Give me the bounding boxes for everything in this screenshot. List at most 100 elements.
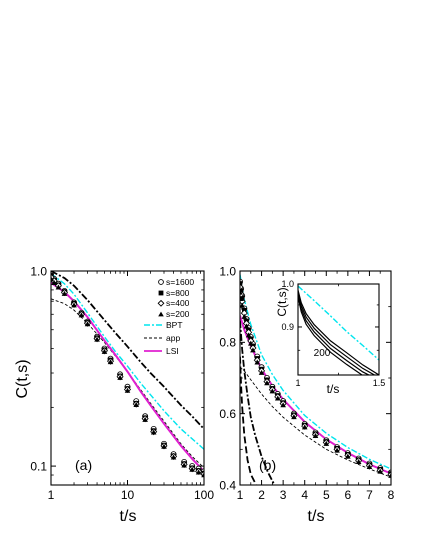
panel-b-y-tick-label: 0.8 xyxy=(219,336,236,350)
panel-b-point-s200 xyxy=(355,459,362,465)
legend-label-lsi: LSI xyxy=(166,346,179,356)
inset-background xyxy=(298,284,379,375)
panel-b-point-s400 xyxy=(240,283,244,291)
panel-b-series-app xyxy=(240,366,391,478)
panel-b-point-s200 xyxy=(334,447,340,453)
panel-b-point-s200 xyxy=(388,472,391,478)
panel-b-plot-area xyxy=(240,274,391,485)
inset-x-axis-label: t/s xyxy=(327,382,340,396)
panel-a-series-bpt xyxy=(51,273,204,450)
legend-label-s1600: s=1600 xyxy=(166,277,194,287)
inset-plot-area xyxy=(298,285,379,375)
panel-b-x-tick-label: 8 xyxy=(388,488,395,502)
legend-entry-lsi: LSI xyxy=(144,346,179,356)
panel-a-x-tick-label: 10 xyxy=(121,488,135,502)
panel-b-point-s200 xyxy=(312,432,319,438)
panel-b-point-s200 xyxy=(274,395,281,401)
panel-a-point-s200 xyxy=(101,348,108,354)
legend-entry-s1600: s=1600 xyxy=(158,277,194,287)
panel-a-point-s200 xyxy=(161,443,167,449)
legend-marker-triangle xyxy=(158,311,164,317)
panel-label-b: (b) xyxy=(259,457,276,473)
panel-b-x-tick-label: 5 xyxy=(323,488,330,502)
panel-b-series-s200 xyxy=(240,289,391,478)
panel-a-point-s200 xyxy=(117,374,123,380)
legend-label-s200: s=200 xyxy=(166,309,190,319)
inset-series-curve-4 xyxy=(298,296,364,375)
panel-b-y-tick-label: 0.4 xyxy=(219,478,236,492)
inset-series-curve-2 xyxy=(298,292,376,375)
panel-a-point-s200 xyxy=(84,321,91,327)
panel-b-x-tick-label: 3 xyxy=(280,488,287,502)
panel-b-point-s200 xyxy=(291,414,297,420)
panel-a-point-s200 xyxy=(150,429,157,435)
panel-a-plot-area xyxy=(51,271,204,478)
panel-a-point-s200 xyxy=(71,302,77,308)
x-axis-label-a: t/s xyxy=(120,508,137,525)
panel-b-x-tick-label: 4 xyxy=(301,488,308,502)
panel-a-point-s200 xyxy=(181,462,187,468)
panel-a-y-tick-label: 0.1 xyxy=(30,459,47,473)
panel-b-point-s200 xyxy=(241,313,248,319)
panel-b-point-s800 xyxy=(240,281,243,286)
panel-a-point-s200 xyxy=(133,402,140,408)
panel-a-x-tick-label: 100 xyxy=(194,488,214,502)
legend-entry-s800: s=800 xyxy=(158,288,190,298)
legend-entry-bpt: BPT xyxy=(144,320,183,330)
inset-x-tick-label: 1.5 xyxy=(373,378,386,388)
panel-b-series-bpt xyxy=(240,274,391,470)
panel-b-y-tick-label: 1.0 xyxy=(219,264,236,278)
legend-marker-diamond xyxy=(157,299,165,307)
panel-b-point-s200 xyxy=(247,340,254,346)
panel-a-y-tick-label: 1.0 xyxy=(30,264,47,278)
inset-annotation: 200 xyxy=(314,348,331,359)
legend-entry-app: app xyxy=(144,333,180,343)
legend-label-s800: s=800 xyxy=(166,288,190,298)
legend-entry-s400: s=400 xyxy=(157,298,190,308)
inset-series-curve-3 xyxy=(298,294,371,375)
x-axis-label-b: t/s xyxy=(308,508,325,525)
panel-a-point-s200 xyxy=(142,416,148,422)
inset-y-tick-label: 0.9 xyxy=(281,322,294,332)
legend: s=1600 s=800 s=400 s=200 BPT app LSI xyxy=(144,277,194,356)
panel-b-point-s200 xyxy=(269,388,276,394)
panel-b-point-s200 xyxy=(243,323,250,329)
panel-a: 1 10 100 0.1 1.0 xyxy=(30,264,214,502)
panel-a-point-s200 xyxy=(61,290,68,296)
legend-label-bpt: BPT xyxy=(166,320,183,330)
panel-b-point-s200 xyxy=(345,453,351,459)
panel-b-y-tick-label: 0.6 xyxy=(219,407,236,421)
inset-y-tick-label: 1.0 xyxy=(281,279,294,289)
panel-b-x-tick-label: 1 xyxy=(237,488,244,502)
panel-b-point-s200 xyxy=(323,440,330,446)
panel-b-point-s200 xyxy=(280,402,286,408)
panel-b-point-s200 xyxy=(254,359,261,365)
inset-series-curve-1 xyxy=(298,290,379,375)
panel-b-series-curve-7 xyxy=(240,320,276,485)
panel-b-point-s200 xyxy=(301,424,308,430)
panel-a-x-tick-label: 1 xyxy=(48,488,55,502)
legend-label-app: app xyxy=(166,333,180,343)
panel-b-point-s200 xyxy=(258,369,265,375)
panel-b-point-s200 xyxy=(377,468,384,474)
panel-a-point-s200 xyxy=(124,387,131,393)
panel-a-point-s200 xyxy=(78,312,85,318)
panel-b-point-s200 xyxy=(240,296,244,302)
legend-label-s400: s=400 xyxy=(166,298,190,308)
panel-b-point-s200 xyxy=(264,380,270,386)
panel-b: 1 2 3 4 5 6 7 80.40.60.81.0 xyxy=(219,264,394,502)
y-axis-label-a: C(t,s) xyxy=(14,359,31,398)
panel-b-x-tick-label: 7 xyxy=(366,488,373,502)
panel-b-point-s200 xyxy=(240,289,243,295)
panel-label-a: (a) xyxy=(75,457,92,473)
panel-a-point-s200 xyxy=(55,284,62,290)
inset-plot: 1 1.5 0.9 1.0 xyxy=(281,279,385,388)
legend-marker-square xyxy=(158,290,164,296)
legend-entry-s200: s=200 xyxy=(158,309,190,319)
panel-a-series-curve-7 xyxy=(51,271,204,430)
panel-a-point-s200 xyxy=(195,469,202,475)
panel-b-x-tick-label: 2 xyxy=(258,488,265,502)
panel-a-point-s200 xyxy=(94,336,100,342)
panel-a-series-s200 xyxy=(51,276,204,478)
